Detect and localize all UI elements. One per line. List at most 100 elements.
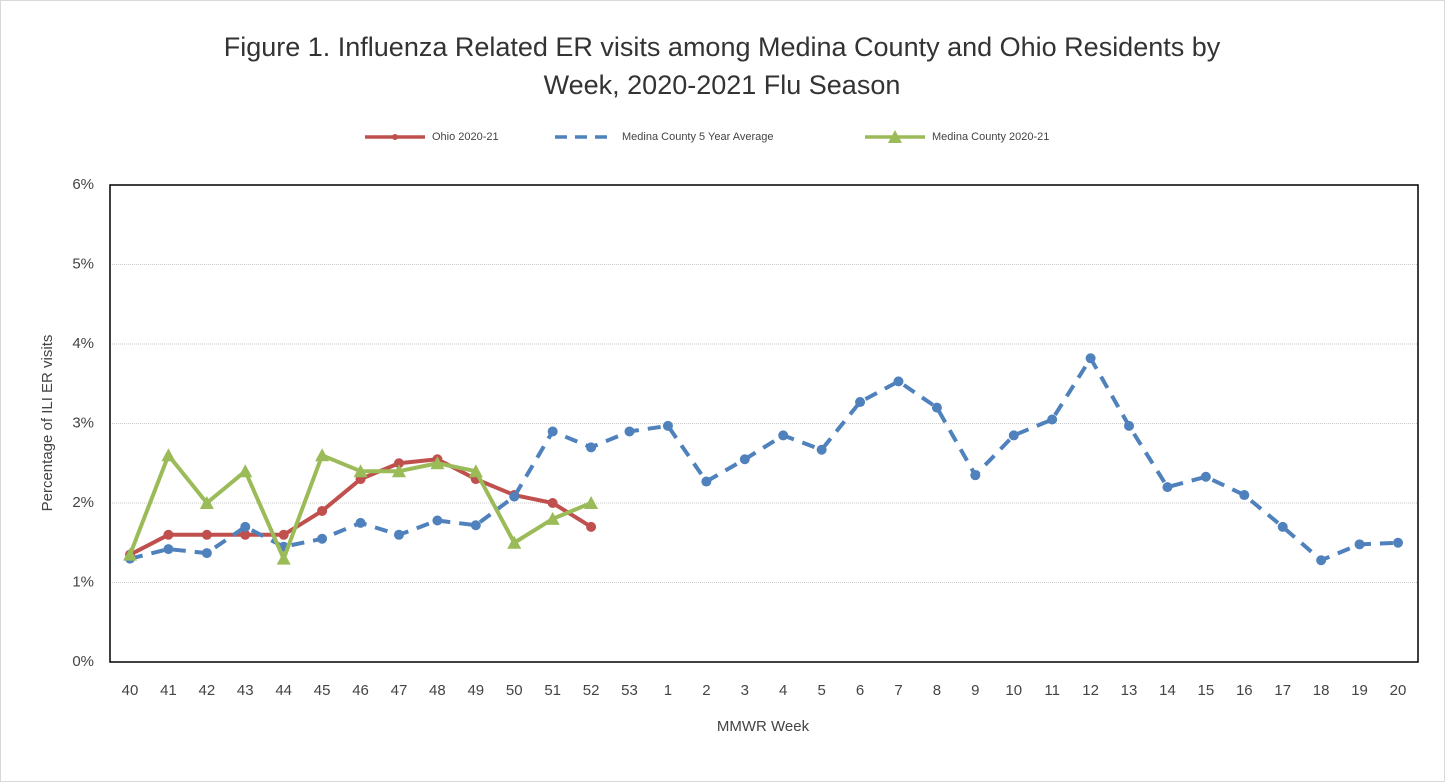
point (276, 551, 291, 565)
x-tick-label: 47 (391, 682, 408, 699)
point (1354, 539, 1365, 550)
x-tick-label: 40 (122, 682, 139, 699)
y-axis-label: Percentage of ILI ER visits (39, 335, 56, 512)
point (317, 505, 328, 516)
x-tick-label: 3 (741, 682, 749, 699)
point (432, 515, 443, 526)
x-tick-label: 46 (352, 682, 369, 699)
x-tick-label: 19 (1351, 682, 1368, 699)
point (545, 511, 560, 525)
x-tick-label: 16 (1236, 682, 1253, 699)
point (161, 448, 176, 462)
x-tick-label: 18 (1313, 682, 1330, 699)
y-tick-label: 3% (72, 414, 94, 431)
point (123, 547, 137, 561)
point (509, 491, 520, 502)
x-tick-label: 53 (621, 682, 638, 699)
x-tick-label: 50 (506, 682, 523, 699)
point (238, 464, 253, 478)
y-tick-label: 0% (72, 653, 94, 670)
point (278, 529, 289, 540)
x-tick-label: 13 (1121, 682, 1138, 699)
point (163, 544, 174, 555)
point (893, 376, 904, 387)
point (855, 397, 866, 408)
point (778, 430, 789, 441)
x-tick-label: 44 (275, 682, 292, 699)
point (391, 464, 406, 478)
point (586, 521, 597, 532)
x-tick-label: 12 (1082, 682, 1099, 699)
point (315, 448, 330, 462)
chart-title: Figure 1. Influenza Related ER visits am… (223, 32, 1221, 100)
legend-label: Medina County 2020-21 (932, 131, 1049, 143)
point (468, 464, 483, 478)
y-tick-label: 6% (72, 176, 94, 193)
legend-label: Medina County 5 Year Average (622, 131, 773, 143)
point (547, 498, 558, 508)
point (584, 496, 599, 509)
point (1316, 555, 1327, 566)
x-tick-label: 10 (1005, 682, 1022, 699)
legend-label: Ohio 2020-21 (432, 131, 499, 143)
point (662, 420, 673, 431)
x-tick-label: 17 (1274, 682, 1291, 699)
point (931, 402, 942, 413)
x-tick-label: 2 (702, 682, 710, 699)
point (816, 444, 827, 455)
point (586, 442, 597, 453)
point (240, 529, 251, 540)
y-tick-label: 1% (72, 573, 94, 590)
point (970, 470, 981, 481)
point (1008, 430, 1019, 441)
point (317, 533, 328, 544)
plot-border (109, 184, 1419, 663)
x-tick-label: 15 (1198, 682, 1215, 699)
x-axis-label: MMWR Week (717, 718, 810, 735)
x-tick-label: 5 (817, 682, 825, 699)
point (353, 464, 368, 478)
point (507, 535, 522, 549)
point (1047, 414, 1058, 425)
x-tick-label: 52 (583, 682, 600, 699)
point (1162, 482, 1173, 493)
x-tick-label: 45 (314, 682, 331, 699)
x-tick-label: 41 (160, 682, 177, 699)
x-tick-label: 14 (1159, 682, 1176, 699)
point (240, 521, 251, 532)
point (201, 529, 212, 540)
point (547, 426, 558, 437)
point (393, 458, 404, 469)
point (624, 426, 635, 437)
point (393, 529, 404, 540)
x-tick-label: 8 (933, 682, 941, 699)
x-tick-label: 49 (467, 682, 484, 699)
point (739, 454, 750, 465)
x-tick-label: 20 (1390, 682, 1407, 699)
point (201, 548, 212, 559)
x-tick-label: 48 (429, 682, 446, 699)
x-tick-label: 43 (237, 682, 254, 699)
point (1393, 537, 1403, 548)
legend-marker (392, 134, 398, 140)
point (1239, 490, 1250, 501)
x-tick-label: 51 (544, 682, 561, 699)
point (470, 520, 481, 531)
x-tick-label: 42 (199, 682, 216, 699)
point (1085, 353, 1096, 364)
point (701, 476, 712, 487)
x-tick-label: 7 (894, 682, 902, 699)
y-tick-label: 2% (72, 494, 94, 511)
point (1277, 521, 1288, 532)
x-tick-label: 6 (856, 682, 864, 699)
y-tick-label: 5% (72, 255, 94, 272)
x-tick-label: 11 (1044, 682, 1060, 699)
point (1200, 471, 1211, 482)
x-tick-label: 4 (779, 682, 787, 699)
y-tick-label: 4% (72, 335, 94, 352)
point (199, 496, 214, 509)
x-tick-label: 9 (971, 682, 979, 699)
